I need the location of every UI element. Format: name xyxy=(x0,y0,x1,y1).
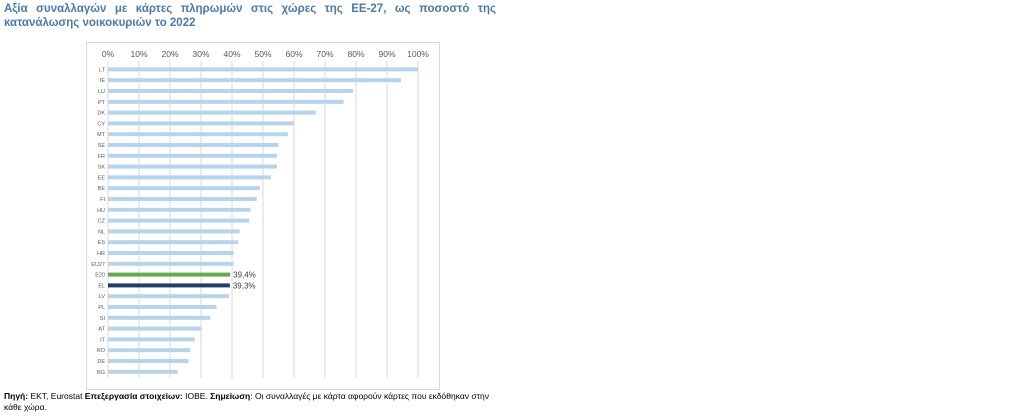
bar xyxy=(108,175,271,180)
y-tick-label: CY xyxy=(97,121,105,127)
x-tick-label: 60% xyxy=(285,49,302,59)
bar xyxy=(108,89,353,93)
y-tick-label: LU xyxy=(98,89,105,95)
bar xyxy=(108,326,201,331)
y-tick-label: IE xyxy=(100,78,106,84)
bar xyxy=(108,67,418,72)
y-tick-label: MT xyxy=(97,132,106,138)
x-tick-label: 20% xyxy=(161,49,178,59)
note-text: : Οι συναλλαγές με κάρτα αφορούν κάρτες … xyxy=(4,391,489,412)
bar xyxy=(108,251,234,255)
data-label: 39,4% xyxy=(233,271,256,280)
x-tick-label: 70% xyxy=(316,49,333,59)
y-tick-label: EU27 xyxy=(91,262,105,268)
x-tick-label: 50% xyxy=(254,49,271,59)
y-tick-label: DK xyxy=(97,111,105,117)
y-tick-label: AT xyxy=(98,327,105,333)
note-label: Σημείωση xyxy=(210,391,251,401)
y-tick-label: SI xyxy=(100,316,106,322)
bar xyxy=(108,78,401,83)
bar xyxy=(108,359,189,363)
bar xyxy=(108,305,217,309)
y-tick-label: HR xyxy=(97,251,105,257)
x-tick-label: 40% xyxy=(223,49,240,59)
bar xyxy=(108,283,230,288)
y-tick-label: E20 xyxy=(95,273,105,279)
y-tick-label: EL xyxy=(98,283,105,289)
y-tick-label: LT xyxy=(99,67,106,73)
bar xyxy=(108,272,231,277)
bar xyxy=(108,143,279,147)
y-tick-label: BE xyxy=(98,186,106,192)
processing-text: ΙΟΒΕ. xyxy=(182,391,211,401)
source-label: Πηγή: xyxy=(4,391,29,401)
y-tick-label: FI xyxy=(100,197,105,203)
y-tick-label: PT xyxy=(98,100,106,106)
bar xyxy=(108,110,316,115)
bar xyxy=(108,121,294,126)
y-tick-label: IT xyxy=(100,337,106,343)
chart-title: Αξία συναλλαγών με κάρτες πληρωμών στις … xyxy=(4,3,496,29)
bar-chart: 0% 10% 20% 30% 40% 50% 60% 70% 80% 90% 100% LT IE LU P… xyxy=(91,49,429,379)
y-tick-label: ES xyxy=(98,240,106,246)
x-tick-label: 10% xyxy=(130,49,147,59)
bar xyxy=(108,315,211,320)
y-tick-label: DE xyxy=(97,359,105,365)
bar xyxy=(108,369,178,374)
bar xyxy=(108,240,239,245)
chart-footnote: Πηγή: ΕΚΤ, Eurostat Επεξεργασία στοιχείω… xyxy=(4,391,504,413)
y-tick-label: FR xyxy=(98,154,105,160)
bar xyxy=(108,348,191,353)
chart-frame: 0% 10% 20% 30% 40% 50% 60% 70% 80% 90% 100% LT IE LU P… xyxy=(86,42,440,390)
y-tick-label: NL xyxy=(98,229,105,235)
y-tick-label: BG xyxy=(97,370,105,376)
x-tick-label: 30% xyxy=(192,49,209,59)
y-tick-label: RO xyxy=(97,348,106,354)
x-tick-label: 100% xyxy=(407,49,429,59)
bar xyxy=(108,207,251,212)
y-tick-label: PL xyxy=(98,305,105,311)
processing-label: Επεξεργασία στοιχείων: xyxy=(84,391,183,401)
bar xyxy=(108,99,344,104)
bar xyxy=(108,218,250,223)
y-tick-label: SE xyxy=(98,143,106,149)
bar xyxy=(108,153,277,158)
bar xyxy=(108,337,195,342)
x-tick-label: 80% xyxy=(347,49,364,59)
source-text: ΕΚΤ, Eurostat xyxy=(28,391,85,401)
x-tick-label: 90% xyxy=(378,49,395,59)
bar xyxy=(108,261,234,266)
bar xyxy=(108,164,277,169)
bar xyxy=(108,197,257,201)
bar xyxy=(108,132,288,137)
x-tick-label: 0% xyxy=(102,49,115,59)
bar xyxy=(108,186,260,191)
y-tick-label: SK xyxy=(98,165,106,171)
y-tick-label: EE xyxy=(98,175,106,181)
bar xyxy=(108,294,229,299)
y-tick-label: LV xyxy=(99,294,106,300)
data-label: 39,3% xyxy=(233,281,256,290)
bar xyxy=(108,229,240,234)
y-tick-label: HU xyxy=(97,208,105,214)
y-tick-label: CZ xyxy=(98,219,106,225)
